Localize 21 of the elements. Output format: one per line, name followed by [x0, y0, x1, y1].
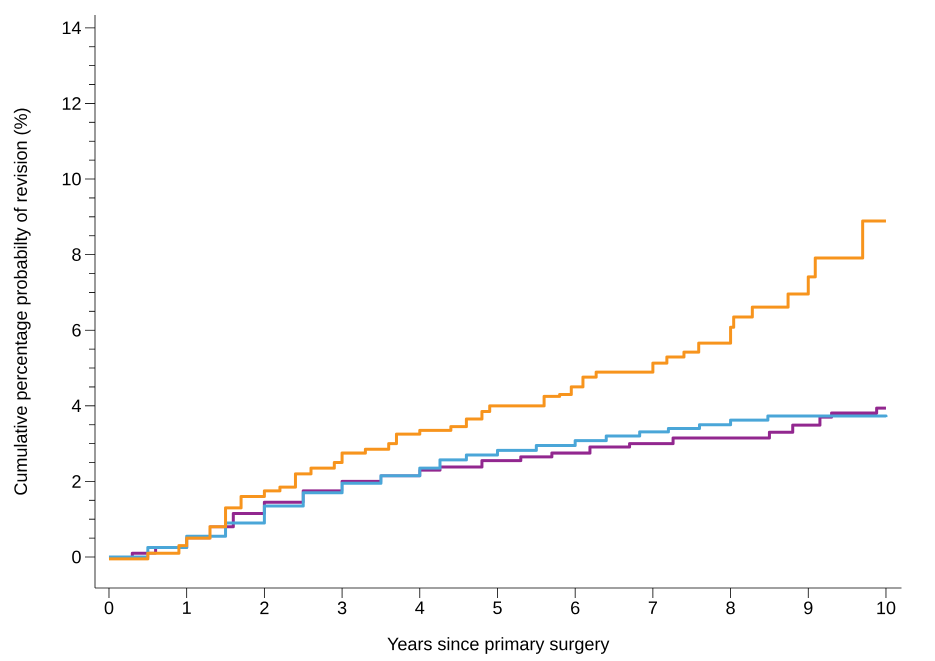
- y-tick-label: 2: [72, 475, 81, 488]
- x-tick-label: 4: [415, 602, 424, 614]
- y-tick-label: 14: [62, 22, 81, 34]
- x-axis-title: Years since primary surgery: [387, 637, 610, 654]
- x-tick-label: 2: [260, 602, 268, 614]
- y-tick-label: 0: [72, 550, 81, 564]
- x-tick-label: 7: [648, 602, 657, 614]
- x-tick-label: 3: [338, 602, 346, 614]
- x-tick-label: 5: [493, 602, 502, 614]
- x-tick-label: 1: [183, 602, 191, 614]
- y-tick-label: 10: [62, 172, 81, 186]
- y-tick-label: 4: [72, 400, 81, 412]
- x-tick-label: 10: [877, 602, 896, 614]
- x-tick-label: 8: [726, 602, 735, 614]
- y-axis-title: Cumulative percentage probabilty of revision (%): [14, 108, 31, 495]
- y-tick-label: 8: [72, 248, 81, 261]
- y-tick-label: 12: [62, 97, 81, 110]
- y-tick-label: 6: [72, 324, 81, 337]
- x-tick-label: 6: [571, 602, 580, 614]
- x-tick-label: 9: [804, 602, 812, 614]
- x-tick-label: 0: [104, 602, 114, 614]
